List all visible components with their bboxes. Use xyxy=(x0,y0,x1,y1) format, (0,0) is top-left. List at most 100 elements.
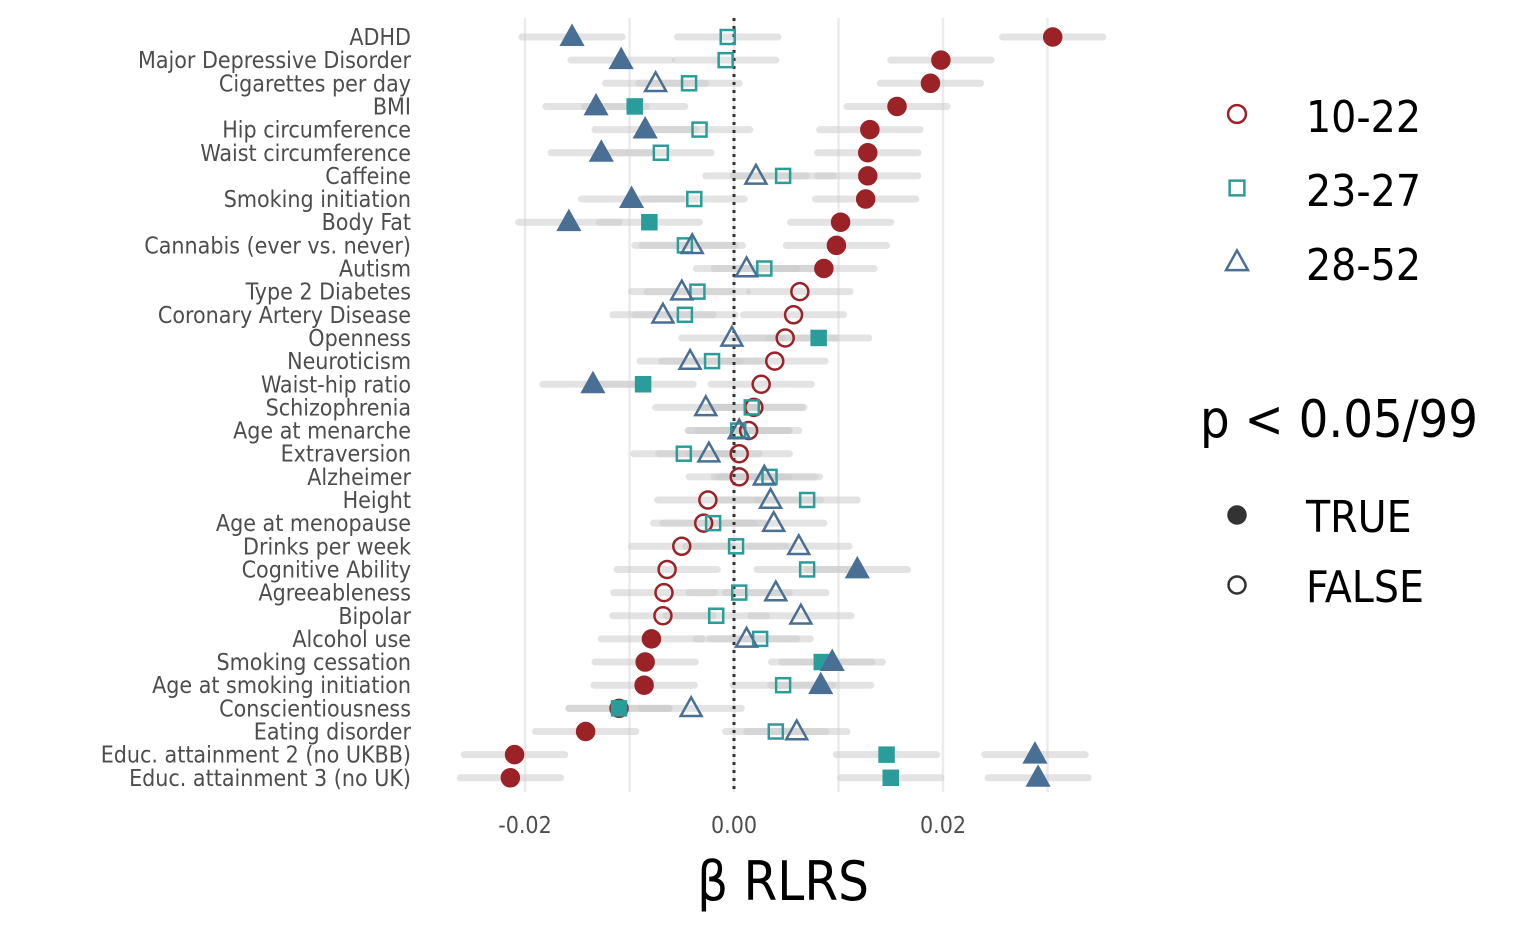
point-circle xyxy=(920,73,941,94)
category-label: ADHD xyxy=(349,25,411,51)
legend: 10-22 23-27 28-52 p < 0.05/99 TRUE FALSE xyxy=(1200,92,1478,613)
point-triangle xyxy=(580,370,606,394)
category-label: Type 2 Diabetes xyxy=(245,280,411,306)
category-label: Eating disorder xyxy=(254,720,412,746)
point-triangle xyxy=(693,393,719,417)
point-square xyxy=(798,561,816,578)
point-circle xyxy=(858,143,878,163)
point-square xyxy=(704,514,722,532)
category-label: Age at menopause xyxy=(216,511,411,537)
point-triangle xyxy=(786,532,812,556)
point-circle xyxy=(830,212,851,232)
legend-key-triangle xyxy=(1223,247,1251,272)
category-label: Educ. attainment 3 (no UK) xyxy=(129,766,411,792)
point-square xyxy=(882,769,899,787)
legend-key-significance xyxy=(1227,575,1247,595)
category-label: Waist circumference xyxy=(200,141,411,167)
point-triangle xyxy=(588,139,614,162)
point-square xyxy=(878,746,895,763)
category-label: Coronary Artery Disease xyxy=(158,303,411,329)
point-square xyxy=(676,306,694,324)
category-label: Schizophrenia xyxy=(266,395,411,421)
point-square xyxy=(680,75,698,92)
point-square xyxy=(730,584,748,601)
x-tick-label: 0.00 xyxy=(711,813,757,839)
point-square xyxy=(774,676,792,694)
point-triangle xyxy=(608,46,634,70)
point-triangle xyxy=(679,231,705,255)
point-triangle xyxy=(677,347,703,371)
point-circle xyxy=(931,50,951,70)
point-square xyxy=(798,491,816,509)
point-circle xyxy=(775,328,795,348)
category-label: Age at menarche xyxy=(233,419,411,445)
category-label: Smoking initiation xyxy=(224,187,411,213)
category-label: Openness xyxy=(308,326,411,352)
point-circle xyxy=(765,351,785,371)
point-circle xyxy=(653,606,673,626)
category-label: Height xyxy=(343,488,411,514)
legend-label: FALSE xyxy=(1306,562,1424,613)
point-circle xyxy=(814,258,834,279)
x-tick-labels: -0.02 0.00 0.02 xyxy=(498,813,966,839)
category-label: Neuroticism xyxy=(287,349,411,375)
point-square xyxy=(686,190,703,208)
point-triangle xyxy=(743,162,769,185)
x-tick-label: 0.02 xyxy=(920,813,966,839)
point-square xyxy=(774,167,792,185)
point-circle xyxy=(504,744,525,765)
legend-label: 23-27 xyxy=(1306,166,1421,217)
category-label: Smoking cessation xyxy=(216,650,411,676)
point-square xyxy=(810,329,827,347)
point-square xyxy=(717,51,734,69)
point-triangle xyxy=(719,324,745,347)
category-label: Cigarettes per day xyxy=(219,71,411,97)
category-label: Body Fat xyxy=(322,210,411,236)
x-tick-label: -0.02 xyxy=(498,813,552,839)
point-circle xyxy=(1042,27,1063,47)
category-label: Age at smoking initiation xyxy=(152,673,411,699)
point-square xyxy=(634,376,652,393)
point-triangle xyxy=(844,555,870,579)
point-circle xyxy=(887,96,907,117)
point-circle xyxy=(855,189,876,209)
legend-title: p < 0.05/99 xyxy=(1200,390,1478,450)
point-circle xyxy=(751,374,771,394)
point-square xyxy=(727,538,745,555)
point-square xyxy=(756,260,773,277)
point-circle xyxy=(654,582,674,603)
category-label: Autism xyxy=(339,257,411,283)
point-triangle xyxy=(819,648,845,671)
point-square xyxy=(691,121,708,138)
category-label: Hip circumference xyxy=(222,118,411,144)
point-triangle xyxy=(761,509,787,533)
point-triangle xyxy=(669,278,695,301)
point-triangle xyxy=(678,694,704,718)
legend-label: 10-22 xyxy=(1306,92,1421,143)
point-circle xyxy=(826,235,847,256)
point-triangle xyxy=(556,208,582,232)
x-axis-title: β RLRS xyxy=(697,850,869,913)
point-triangle xyxy=(619,185,645,208)
point-circle xyxy=(657,559,677,580)
point-triangle xyxy=(808,671,834,695)
legend-key-circle xyxy=(1226,103,1248,125)
category-label: Agreeableness xyxy=(259,581,411,607)
category-label: Drinks per week xyxy=(243,534,411,560)
point-triangle xyxy=(763,579,789,602)
point-circle xyxy=(790,281,810,302)
category-label: Alcohol use xyxy=(292,627,411,653)
point-circle xyxy=(698,490,718,510)
point-triangle xyxy=(751,463,777,486)
legend-key-significance xyxy=(1227,505,1247,525)
point-circle xyxy=(860,119,880,140)
point-circle xyxy=(783,305,804,325)
legend-label: TRUE xyxy=(1305,492,1412,543)
point-square xyxy=(707,607,725,624)
category-label: Cognitive Ability xyxy=(242,557,411,583)
category-label: Conscientiousness xyxy=(219,696,411,722)
category-label: Major Depressive Disorder xyxy=(138,48,412,74)
category-label: Cannabis (ever vs. never) xyxy=(144,233,411,259)
point-triangle xyxy=(757,486,784,509)
